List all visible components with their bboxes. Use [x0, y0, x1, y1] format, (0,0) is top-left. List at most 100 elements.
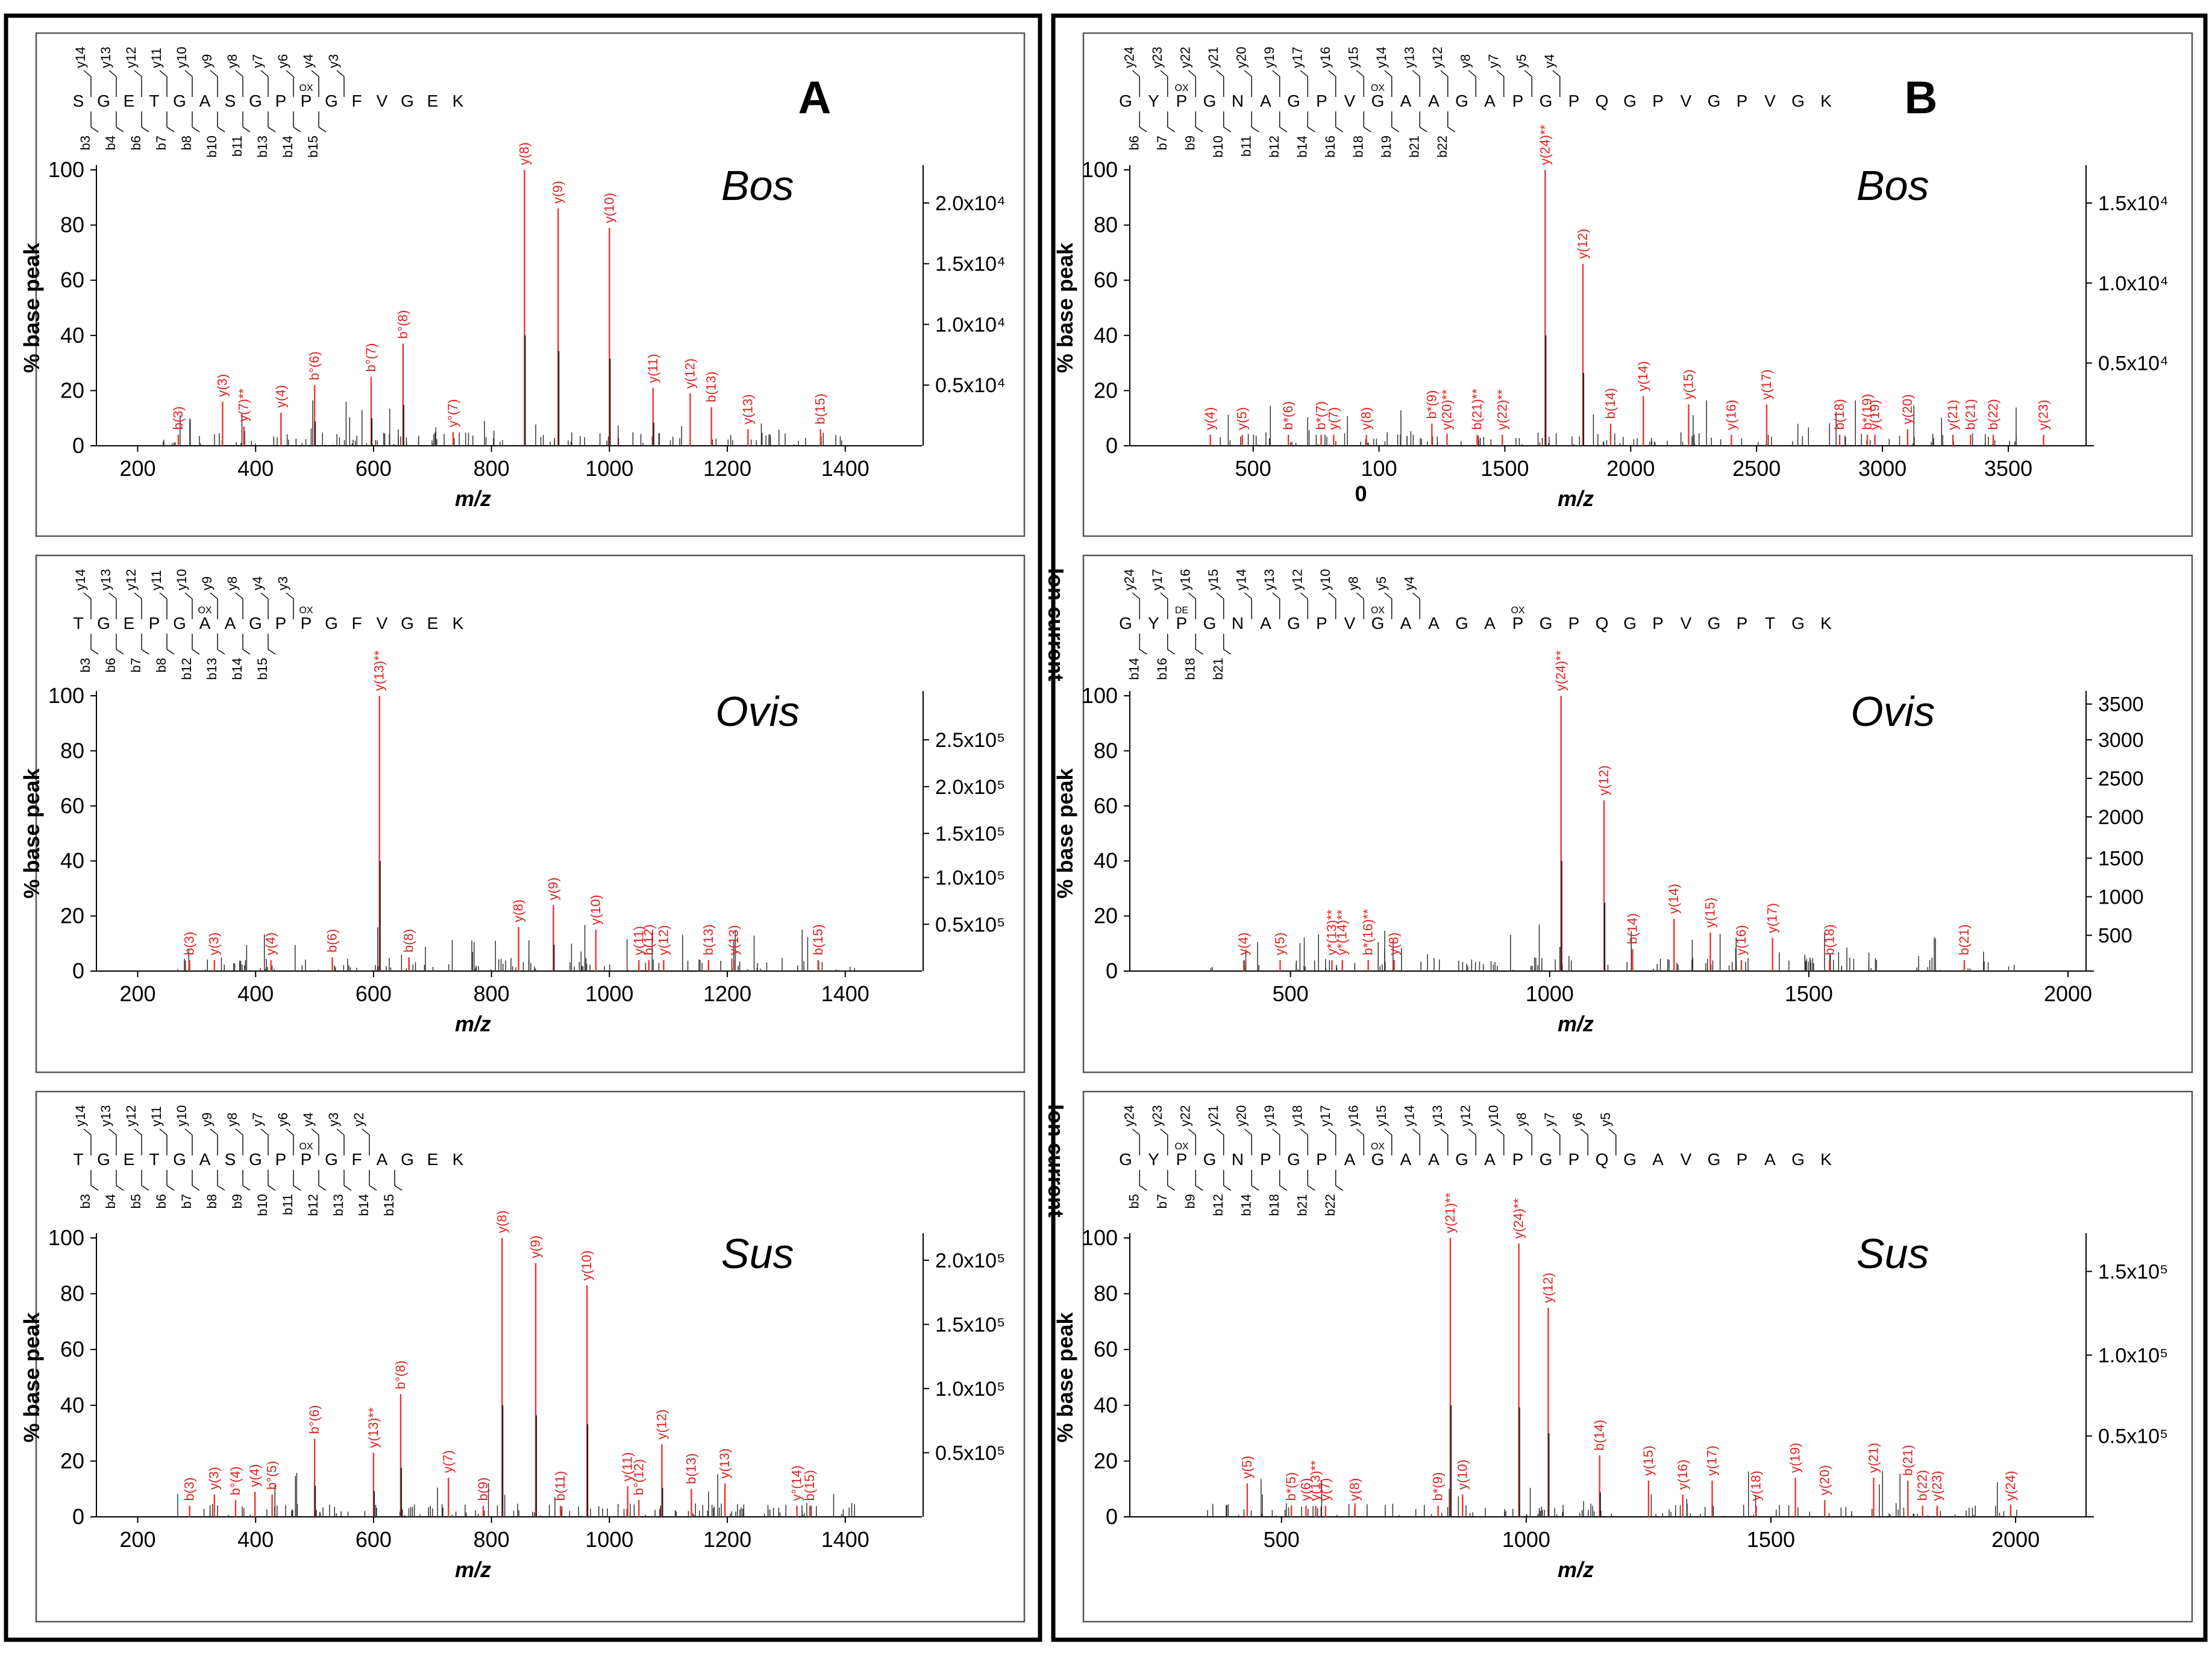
sequence-residue: A [1428, 614, 1440, 633]
peak-label: y(11) [620, 1452, 635, 1482]
peak-label: b(3) [182, 1477, 197, 1501]
fragment-label-y: y20 [1233, 47, 1249, 68]
right-tick-label: 0.5x10⁴ [935, 374, 1006, 397]
y-tick-label: 0 [72, 1504, 84, 1529]
fragment-label-b: b16 [1155, 658, 1170, 680]
peak-label: y(16) [1734, 925, 1749, 955]
right-tick-label: 1.5x10⁵ [2098, 1261, 2168, 1284]
fragment-label-b: b6 [103, 658, 118, 672]
fragment-tick [184, 592, 193, 599]
right-tick-label: 1.5x10⁵ [935, 1314, 1005, 1337]
fragment-label-y: y17 [1150, 569, 1165, 590]
sequence-residue: K [453, 1150, 464, 1169]
fragment-label-b: b6 [1126, 136, 1141, 150]
peak-label: y(24)** [1553, 650, 1568, 691]
peak-label: b°(5) [265, 1461, 280, 1490]
fragment-tick [318, 1185, 327, 1191]
sequence-residue: S [225, 92, 236, 110]
sequence-residue: G [1119, 1150, 1132, 1169]
right-tick-label: 3000 [2098, 729, 2144, 752]
fragment-label-y: y8 [225, 577, 240, 590]
peak-label: y(11) [631, 926, 646, 955]
fragment-tick [1608, 1128, 1617, 1136]
fragment-label-b: b21 [1211, 658, 1226, 680]
right-tick-label: 2.0x10⁴ [935, 192, 1006, 215]
fragment-tick [242, 649, 251, 655]
fragment-label-y: y13 [1430, 1105, 1445, 1126]
right-tick-label: 3500 [2098, 693, 2144, 716]
y-tick-label: 100 [48, 683, 84, 708]
fragment-tick [1300, 1128, 1308, 1136]
sequence-residue: F [351, 614, 362, 633]
x-tick-label: 2000 [1991, 1527, 2040, 1552]
fragment-tick [1412, 1128, 1420, 1136]
fragment-tick [141, 649, 149, 655]
fragment-tick [108, 592, 117, 599]
sequence-residue: G [1371, 1150, 1385, 1169]
x-tick-label: 1500 [1480, 456, 1529, 481]
x-axis-label: m/z [1558, 1011, 1594, 1036]
fragment-tick [166, 1185, 175, 1191]
fragment-tick [1160, 1128, 1168, 1136]
sequence-residue: G [401, 92, 414, 110]
sequence-residue: A [1484, 92, 1496, 110]
right-tick-label: 2500 [2098, 767, 2144, 790]
peak-label: b(15) [813, 393, 828, 424]
fragment-tick [1167, 1185, 1176, 1191]
panel-label-b: B [1905, 72, 1938, 123]
fragment-tick [1223, 127, 1232, 133]
sequence-residue: K [1820, 614, 1832, 633]
fragment-tick [1524, 1128, 1532, 1136]
y-tick-label: 20 [1094, 904, 1118, 928]
peak-label: b(11) [553, 1471, 568, 1501]
chart-box [35, 554, 1026, 1073]
fragment-label-b: b15 [255, 658, 270, 680]
y-tick-label: 60 [60, 267, 84, 292]
fragment-tick [1468, 70, 1476, 77]
x-tick-label-extra: 0 [1355, 481, 1367, 506]
peak-label: y(16) [1723, 400, 1738, 430]
fragment-label-y: y4 [250, 577, 265, 590]
fragment-label-y: y23 [1150, 47, 1165, 68]
sequence-residue: G [249, 1150, 262, 1169]
sequence-residue: G [1119, 614, 1132, 633]
fragment-tick [1160, 70, 1168, 77]
fragment-tick [1167, 127, 1176, 133]
fragment-label-y: y8 [1514, 1113, 1529, 1126]
sequence-residue: V [1681, 614, 1692, 633]
x-tick-label: 500 [1264, 1527, 1300, 1552]
peak-label: y(10) [579, 1251, 594, 1281]
fragment-label-y: y7 [250, 1113, 265, 1126]
y-tick-label: 60 [1094, 267, 1118, 292]
x-tick-label: 1500 [1747, 1527, 1795, 1552]
fragment-tick [159, 592, 168, 599]
y-axis-label: % base peak [1053, 242, 1077, 373]
fragment-tick [1188, 1128, 1196, 1136]
column-a-border [4, 13, 1042, 1642]
fragment-label-b: b6 [154, 1194, 169, 1208]
fragment-tick [293, 127, 301, 133]
peak-label: y(23) [1929, 1470, 1944, 1501]
fragment-tick [1307, 1185, 1315, 1191]
peak-label: y(24)** [1537, 124, 1552, 165]
sequence-residue: A [377, 1150, 388, 1169]
modification-label: OX [198, 605, 211, 616]
chart-box [1082, 554, 2193, 1073]
fragment-label-y: y4 [301, 1113, 316, 1126]
species-label: Bos [721, 162, 794, 209]
fragment-label-y: y5 [1374, 577, 1389, 590]
sequence-residue: P [275, 92, 287, 110]
peak-label: b(18) [1822, 924, 1837, 955]
sequence-residue: G [401, 614, 414, 633]
fragment-label-b: b3 [78, 136, 93, 150]
fragment-label-y: y9 [199, 577, 215, 590]
sequence-residue: G [173, 1150, 186, 1169]
fragment-label-b: b12 [179, 658, 194, 680]
fragment-tick [1251, 1185, 1259, 1191]
fragment-tick [90, 1185, 99, 1191]
peak-label: y(11) [645, 354, 660, 383]
peak-label: y(8) [1386, 933, 1402, 955]
fragment-label-y: y15 [1206, 569, 1221, 590]
fragment-label-y: y3 [326, 1113, 341, 1126]
fragment-label-b: b18 [1350, 136, 1365, 158]
